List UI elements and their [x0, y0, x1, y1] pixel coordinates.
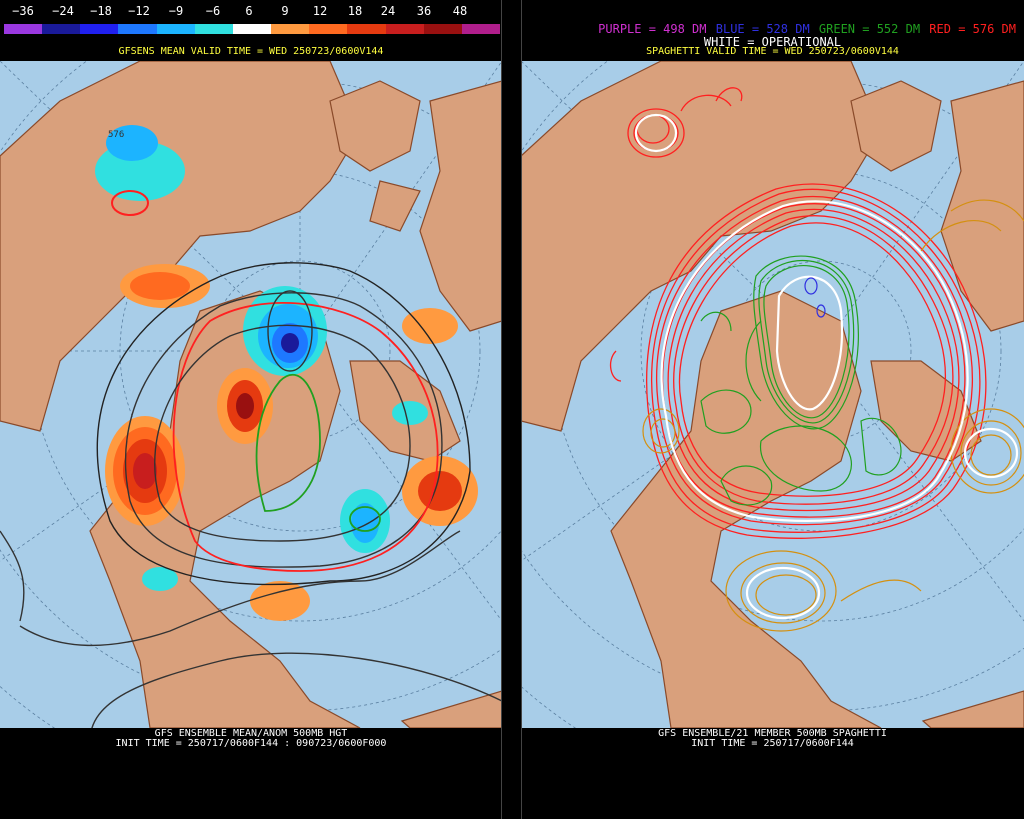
anomaly-scale-labels: −36 −24 −18 −12 −9 −6 6 9 12 18 24 36 48	[0, 4, 502, 20]
anomaly-color-scale	[4, 24, 501, 34]
mean-init-time: INIT TIME = 250717/0600F144 : 090723/060…	[115, 738, 387, 749]
ensemble-mean-panel: −36 −24 −18 −12 −9 −6 6 9 12 18 24 36 48…	[0, 0, 502, 819]
scale-swatch	[42, 24, 81, 34]
scale-label: 48	[452, 4, 468, 18]
spaghetti-map-title: SPAGHETTI VALID TIME = WED 250723/0600V1…	[646, 46, 899, 57]
scale-label: 6	[245, 4, 253, 18]
scale-label: 9	[281, 4, 289, 18]
red-576-contours	[609, 87, 987, 539]
scale-swatch	[80, 24, 119, 34]
scale-label: −36	[12, 4, 34, 18]
scale-label: 18	[347, 4, 363, 18]
spaghetti-panel: PURPLE = 498 DM BLUE = 528 DM GREEN = 55…	[521, 0, 1024, 819]
legend-blue: BLUE = 528 DM	[715, 22, 810, 36]
scale-label: 12	[312, 4, 328, 18]
scale-label: −24	[52, 4, 74, 18]
scale-swatch	[461, 24, 501, 34]
scale-label: 36	[416, 4, 432, 18]
scale-swatch	[118, 24, 157, 34]
spaghetti-bottom-title: GFS ENSEMBLE/21 MEMBER 500MB SPAGHETTI	[658, 728, 887, 739]
mean-anomaly-map: 576	[0, 61, 502, 728]
scale-swatch	[347, 24, 386, 34]
legend-red: RED = 576 DM	[929, 22, 1016, 36]
gold-contours	[642, 199, 1024, 632]
spaghetti-map	[521, 61, 1024, 728]
green-552-contours	[700, 255, 902, 506]
height-anomalies	[95, 125, 478, 621]
spaghetti-init-time: INIT TIME = 250717/0600F144	[691, 738, 854, 749]
scale-swatch	[271, 24, 310, 34]
legend-operational: WHITE = OPERATIONAL	[703, 35, 842, 49]
scale-label: −12	[128, 4, 150, 18]
scale-label: −6	[205, 4, 221, 18]
scale-swatch	[194, 24, 233, 34]
scale-label: −18	[90, 4, 112, 18]
land-masses	[0, 61, 502, 728]
scale-swatch	[232, 24, 272, 34]
operational-contours	[634, 113, 1019, 620]
panel-border	[521, 0, 522, 819]
scale-swatch	[4, 24, 43, 34]
scale-swatch	[423, 24, 462, 34]
scale-swatch	[156, 24, 195, 34]
scale-label: 24	[380, 4, 396, 18]
panel-border	[501, 0, 502, 819]
spaghetti-legend: PURPLE = 498 DM BLUE = 528 DM GREEN = 55…	[596, 22, 1016, 36]
legend-green: GREEN = 552 DM	[818, 22, 921, 36]
scale-swatch	[385, 24, 424, 34]
height-contours	[0, 190, 502, 728]
scale-swatch	[309, 24, 348, 34]
mean-map-title: GFSENS MEAN VALID TIME = WED 250723/0600…	[118, 46, 384, 57]
scale-label: −9	[168, 4, 184, 18]
mean-bottom-title: GFS ENSEMBLE MEAN/ANOM 500MB HGT	[154, 728, 348, 739]
blue-528-contours	[804, 277, 826, 318]
contour-label: 576	[108, 130, 124, 140]
legend-purple: PURPLE = 498 DM	[598, 22, 707, 36]
panel-gap	[502, 0, 521, 819]
